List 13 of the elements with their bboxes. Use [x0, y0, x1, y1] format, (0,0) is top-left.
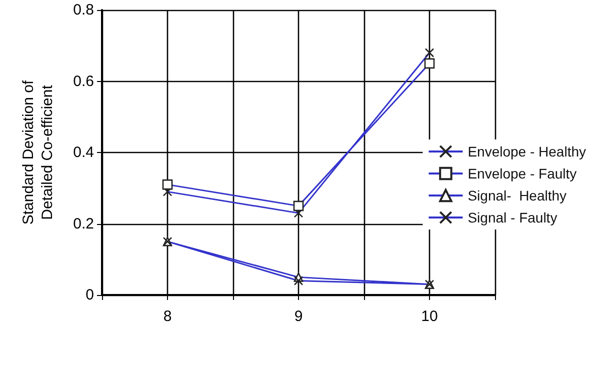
legend-label: Envelope - Healthy: [468, 144, 586, 160]
y-tick-label: 0: [86, 286, 94, 304]
x-tick-label: 9: [294, 308, 303, 325]
legend-label: Signal- Healthy: [468, 188, 567, 204]
y-tick-label: 0.8: [73, 2, 94, 18]
legend-label: Signal - Faulty: [468, 210, 558, 226]
y-axis-title: Standard Deviation of Detailed Co-efficient: [20, 80, 56, 225]
y-tick-label: 0.4: [73, 144, 94, 161]
x-tick-label: 10: [421, 308, 438, 325]
y-tick-label: 0.6: [73, 72, 94, 90]
y-tick-label: 0.2: [73, 215, 94, 232]
x-tick-label: 8: [163, 308, 172, 325]
legend-label: Envelope - Faulty: [468, 166, 577, 182]
